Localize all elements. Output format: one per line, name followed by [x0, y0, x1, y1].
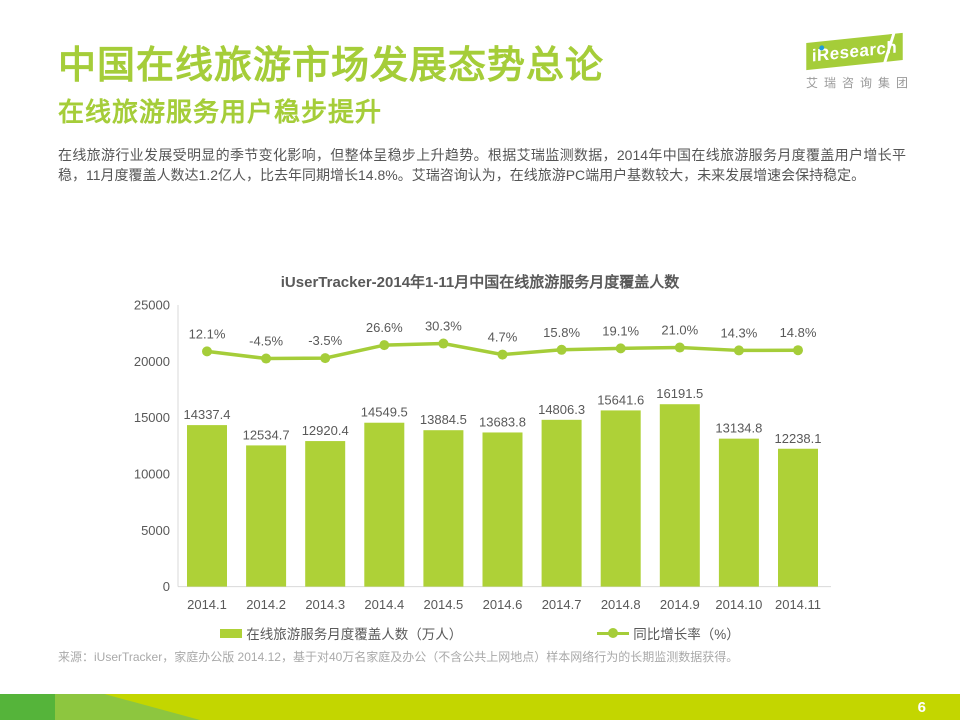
svg-text:12238.1: 12238.1 — [775, 431, 822, 446]
bar-swatch-icon — [220, 628, 243, 638]
svg-text:-4.5%: -4.5% — [249, 334, 283, 349]
svg-text:2014.7: 2014.7 — [542, 597, 582, 612]
svg-text:14806.3: 14806.3 — [538, 402, 585, 417]
svg-text:26.6%: 26.6% — [366, 320, 403, 335]
svg-text:30.3%: 30.3% — [425, 319, 462, 334]
svg-text:13683.8: 13683.8 — [479, 414, 526, 429]
svg-text:2014.1: 2014.1 — [187, 597, 227, 612]
svg-text:13884.5: 13884.5 — [420, 412, 467, 427]
svg-text:2014.11: 2014.11 — [775, 597, 821, 612]
logo-band: iResearch — [806, 32, 903, 71]
chart-legend: 在线旅游服务月度覆盖人数（万人） 同比增长率（%） — [0, 623, 960, 643]
svg-text:25000: 25000 — [134, 298, 170, 313]
svg-text:15.8%: 15.8% — [543, 325, 580, 340]
svg-text:2014.3: 2014.3 — [305, 597, 345, 612]
svg-text:21.0%: 21.0% — [661, 323, 698, 338]
svg-text:13134.8: 13134.8 — [715, 421, 762, 436]
footer-dark-block — [0, 694, 55, 720]
svg-text:12920.4: 12920.4 — [302, 423, 349, 438]
svg-text:0: 0 — [163, 579, 170, 594]
footer-bar: 6 — [0, 694, 960, 720]
svg-text:2014.2: 2014.2 — [246, 597, 286, 612]
svg-text:20000: 20000 — [134, 354, 170, 369]
source-note: 来源：iUserTracker，家庭办公版 2014.12，基于对40万名家庭及… — [58, 650, 739, 664]
svg-text:16191.5: 16191.5 — [656, 386, 703, 401]
svg-text:10000: 10000 — [134, 466, 170, 481]
svg-text:2014.9: 2014.9 — [660, 597, 700, 612]
svg-text:14337.4: 14337.4 — [184, 407, 231, 422]
svg-text:14.8%: 14.8% — [780, 325, 817, 340]
svg-text:-3.5%: -3.5% — [308, 333, 342, 348]
legend-line-label: 同比增长率（%） — [633, 627, 740, 642]
svg-text:2014.6: 2014.6 — [483, 597, 523, 612]
legend-item-line: 同比增长率（%） — [597, 623, 740, 643]
page-title: 中国在线旅游市场发展态势总论 — [58, 45, 605, 87]
page-number: 6 — [917, 699, 926, 716]
svg-text:2014.10: 2014.10 — [715, 597, 762, 612]
svg-text:2014.4: 2014.4 — [364, 597, 404, 612]
footer-light-wedge — [55, 694, 200, 720]
svg-text:15000: 15000 — [134, 410, 170, 425]
line-swatch-icon — [597, 628, 630, 638]
svg-text:14549.5: 14549.5 — [361, 405, 408, 420]
svg-text:5000: 5000 — [141, 523, 170, 538]
brand-logo: iResearch 艾瑞咨询集团 — [800, 30, 940, 90]
svg-text:15641.6: 15641.6 — [597, 392, 644, 407]
svg-text:2014.5: 2014.5 — [424, 597, 464, 612]
logo-company-name: 艾瑞咨询集团 — [806, 76, 915, 90]
chart-title: iUserTracker-2014年1-11月中国在线旅游服务月度覆盖人数 — [280, 274, 680, 291]
svg-text:14.3%: 14.3% — [720, 325, 757, 340]
svg-text:12.1%: 12.1% — [189, 326, 226, 341]
svg-text:19.1%: 19.1% — [602, 323, 639, 338]
svg-text:4.7%: 4.7% — [488, 330, 518, 345]
coverage-chart-canvas: 0 5000 10000 15000 20000 25000 14337.4 12534.7 1… — [134, 298, 831, 612]
page-subtitle: 在线旅游服务用户稳步提升 — [58, 97, 383, 127]
svg-text:12534.7: 12534.7 — [243, 427, 290, 442]
svg-text:2014.8: 2014.8 — [601, 597, 641, 612]
legend-bars-label: 在线旅游服务月度覆盖人数（万人） — [246, 627, 463, 642]
legend-item-bars: 在线旅游服务月度覆盖人数（万人） — [220, 623, 462, 643]
body-paragraph: 在线旅游行业发展受明显的季节变化影响，但整体呈稳步上升趋势。根据艾瑞监测数据，2… — [58, 147, 906, 183]
